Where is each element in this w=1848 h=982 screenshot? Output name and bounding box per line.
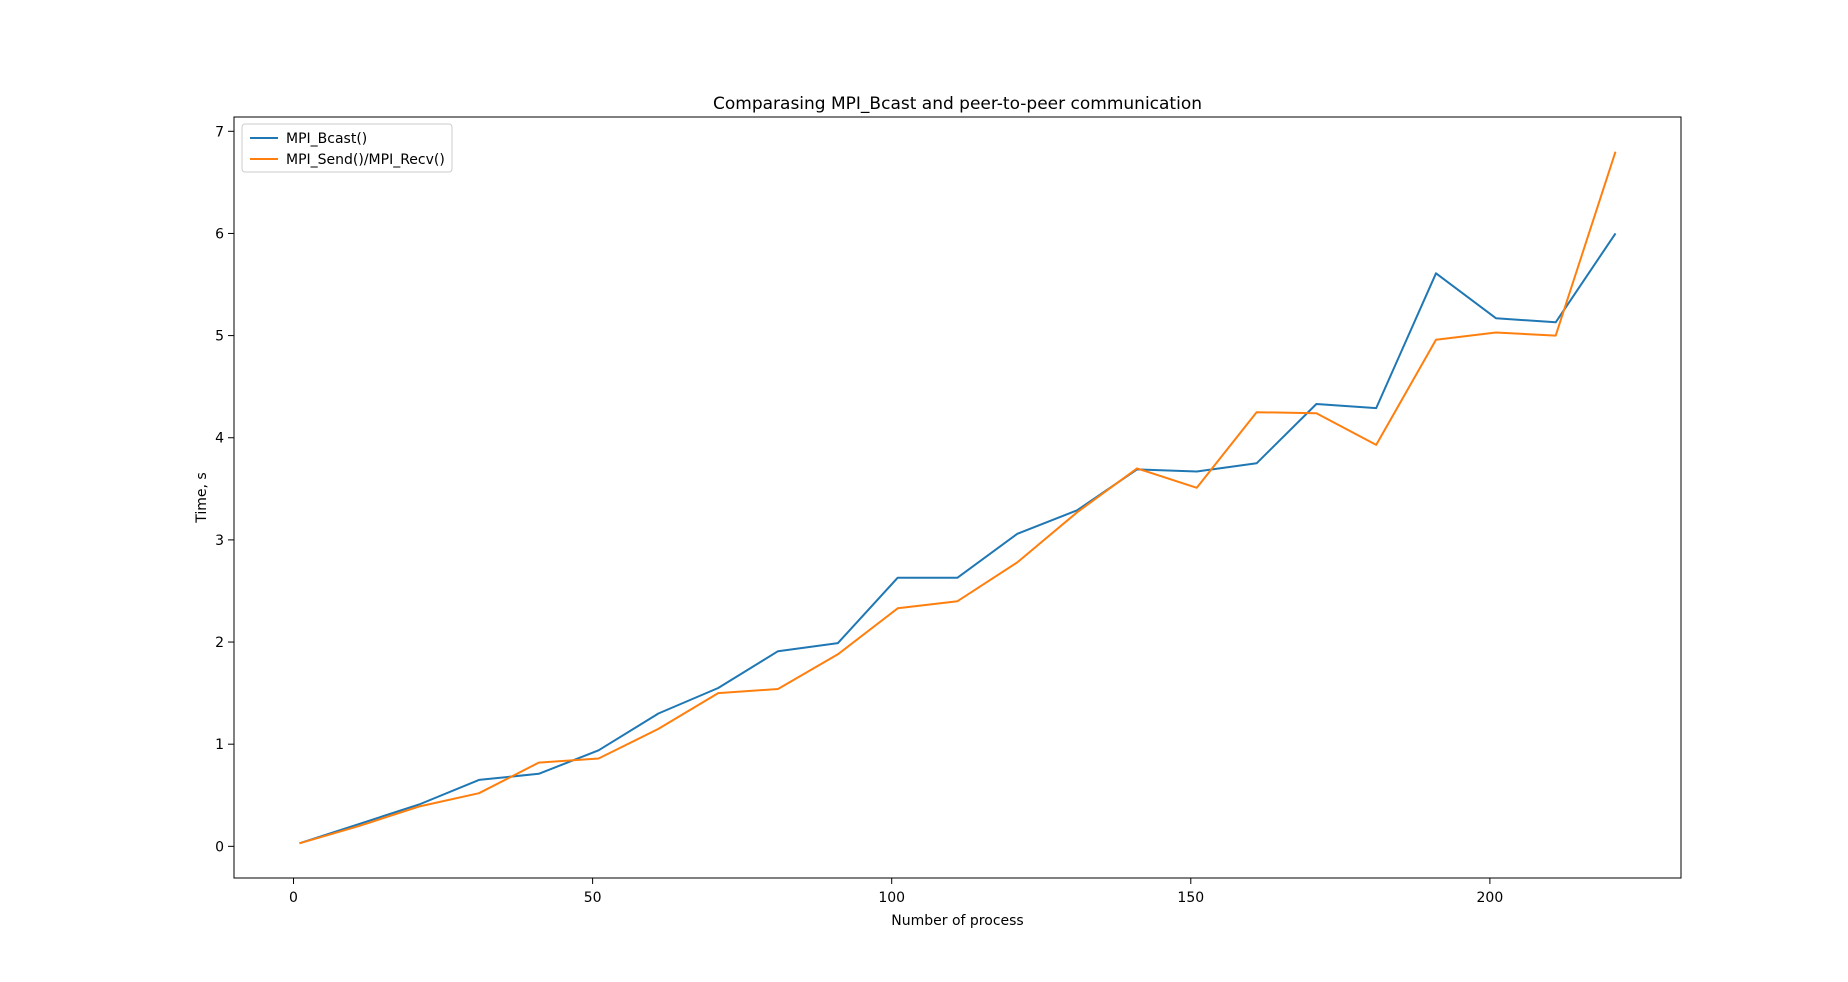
x-axis-label: Number of process (891, 913, 1023, 929)
legend: MPI_Bcast() MPI_Send()/MPI_Recv() (241, 123, 453, 173)
plot-area-frame (233, 116, 1682, 879)
chart-title: Comparasing MPI_Bcast and peer-to-peer c… (713, 94, 1202, 114)
x-tick-label: 0 (289, 890, 298, 906)
y-tick-label: 5 (215, 329, 224, 345)
y-tick-label: 7 (215, 124, 224, 140)
y-tick-label: 6 (215, 226, 224, 242)
legend-box (241, 123, 453, 173)
x-tick-label: 50 (584, 890, 602, 906)
y-tick-label: 2 (215, 635, 224, 651)
series-line-2 (299, 151, 1617, 845)
y-tick-label: 0 (215, 839, 224, 855)
y-tick-label: 1 (215, 737, 224, 753)
legend-label-2: MPI_Send()/MPI_Recv() (286, 152, 445, 168)
y-tick-label: 3 (215, 533, 224, 549)
y-axis-label: Time, s (194, 472, 210, 523)
series-line-1 (299, 232, 1617, 845)
y-tick-label: 4 (215, 431, 224, 447)
x-tick-label: 150 (1177, 890, 1204, 906)
x-tick-label: 100 (878, 890, 905, 906)
legend-label-1: MPI_Bcast() (286, 131, 367, 147)
x-tick-label: 200 (1477, 890, 1504, 906)
